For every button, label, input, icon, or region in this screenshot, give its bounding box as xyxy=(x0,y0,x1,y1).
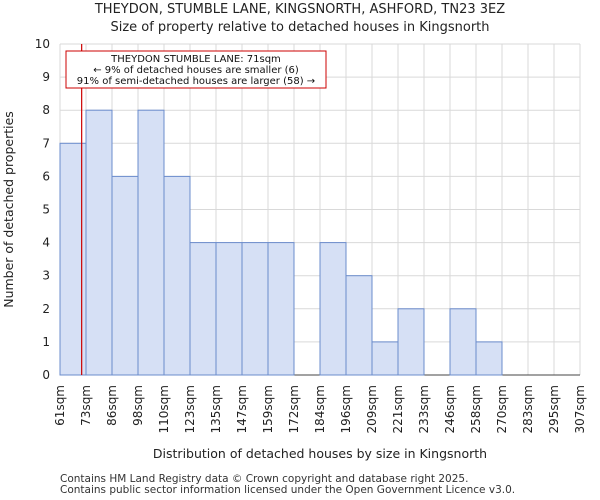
x-tick-label: 135sqm xyxy=(209,385,223,433)
x-tick-label: 196sqm xyxy=(339,385,353,433)
bar xyxy=(319,242,347,376)
y-tick-label: 2 xyxy=(42,302,50,316)
chart-subtitle: Size of property relative to detached ho… xyxy=(110,20,490,35)
bar xyxy=(189,242,217,376)
bar xyxy=(345,275,373,376)
annotation-box xyxy=(65,50,327,89)
x-tick-label: 98sqm xyxy=(131,385,145,426)
bar xyxy=(475,341,503,376)
x-tick-label: 283sqm xyxy=(521,385,535,433)
y-tick-label: 5 xyxy=(42,203,50,217)
x-tick-label: 221sqm xyxy=(391,385,405,433)
y-axis-label: Number of detached properties xyxy=(1,111,16,308)
chart-title: THEYDON, STUMBLE LANE, KINGSNORTH, ASHFO… xyxy=(94,2,506,17)
bar xyxy=(85,109,113,376)
footer-licence: Contains public sector information licen… xyxy=(60,484,516,496)
x-tick-label: 147sqm xyxy=(235,385,249,433)
bar xyxy=(111,175,139,376)
y-tick-label: 0 xyxy=(42,368,50,382)
x-tick-label: 159sqm xyxy=(261,385,275,433)
histogram-chart: 0 1 2 3 4 5 6 7 8 9 10 61sqm 73sqm 86sqm 98sqm 110sqm 1… xyxy=(1,37,587,461)
annotation-line: 91% of semi-detached houses are larger (… xyxy=(77,76,315,87)
y-tick-label: 8 xyxy=(42,103,50,117)
y-axis-ticks: 0 1 2 3 4 5 6 7 8 9 10 xyxy=(35,37,50,382)
y-tick-label: 1 xyxy=(42,335,50,349)
bar xyxy=(241,242,269,376)
bar xyxy=(137,109,165,376)
x-axis-label: Distribution of detached houses by size … xyxy=(153,446,487,461)
x-tick-label: 295sqm xyxy=(547,385,561,433)
x-tick-label: 86sqm xyxy=(105,385,119,426)
x-tick-label: 270sqm xyxy=(495,385,509,433)
bar xyxy=(215,242,243,376)
y-tick-label: 7 xyxy=(42,136,50,150)
bar xyxy=(163,175,191,376)
y-tick-label: 10 xyxy=(35,37,50,51)
bar xyxy=(371,341,399,376)
x-tick-label: 233sqm xyxy=(417,385,431,433)
x-tick-label: 172sqm xyxy=(287,385,301,433)
y-tick-label: 4 xyxy=(42,236,50,250)
x-tick-label: 184sqm xyxy=(313,385,327,433)
x-tick-label: 258sqm xyxy=(469,385,483,433)
bars xyxy=(59,109,503,376)
annotation-line: THEYDON STUMBLE LANE: 71sqm xyxy=(110,54,281,65)
x-tick-label: 246sqm xyxy=(443,385,457,433)
x-tick-label: 307sqm xyxy=(573,385,587,433)
y-tick-label: 9 xyxy=(42,70,50,84)
footer-copyright: Contains HM Land Registry data © Crown c… xyxy=(60,473,469,485)
x-tick-label: 73sqm xyxy=(79,385,93,426)
bar xyxy=(449,308,477,376)
x-axis-ticks: 61sqm 73sqm 86sqm 98sqm 110sqm 123sqm 135sqm 14… xyxy=(53,385,587,433)
y-tick-label: 6 xyxy=(42,169,50,183)
annotation-group: THEYDON STUMBLE LANE: 71sqm← 9% of detac… xyxy=(65,50,327,89)
x-tick-label: 209sqm xyxy=(365,385,379,433)
annotation-line: ← 9% of detached houses are smaller (6) xyxy=(93,65,299,76)
x-tick-label: 123sqm xyxy=(183,385,197,433)
bar xyxy=(267,242,295,376)
x-tick-label: 110sqm xyxy=(157,385,171,433)
x-tick-label: 61sqm xyxy=(53,385,67,426)
bar xyxy=(397,308,425,376)
y-tick-label: 3 xyxy=(42,269,50,283)
